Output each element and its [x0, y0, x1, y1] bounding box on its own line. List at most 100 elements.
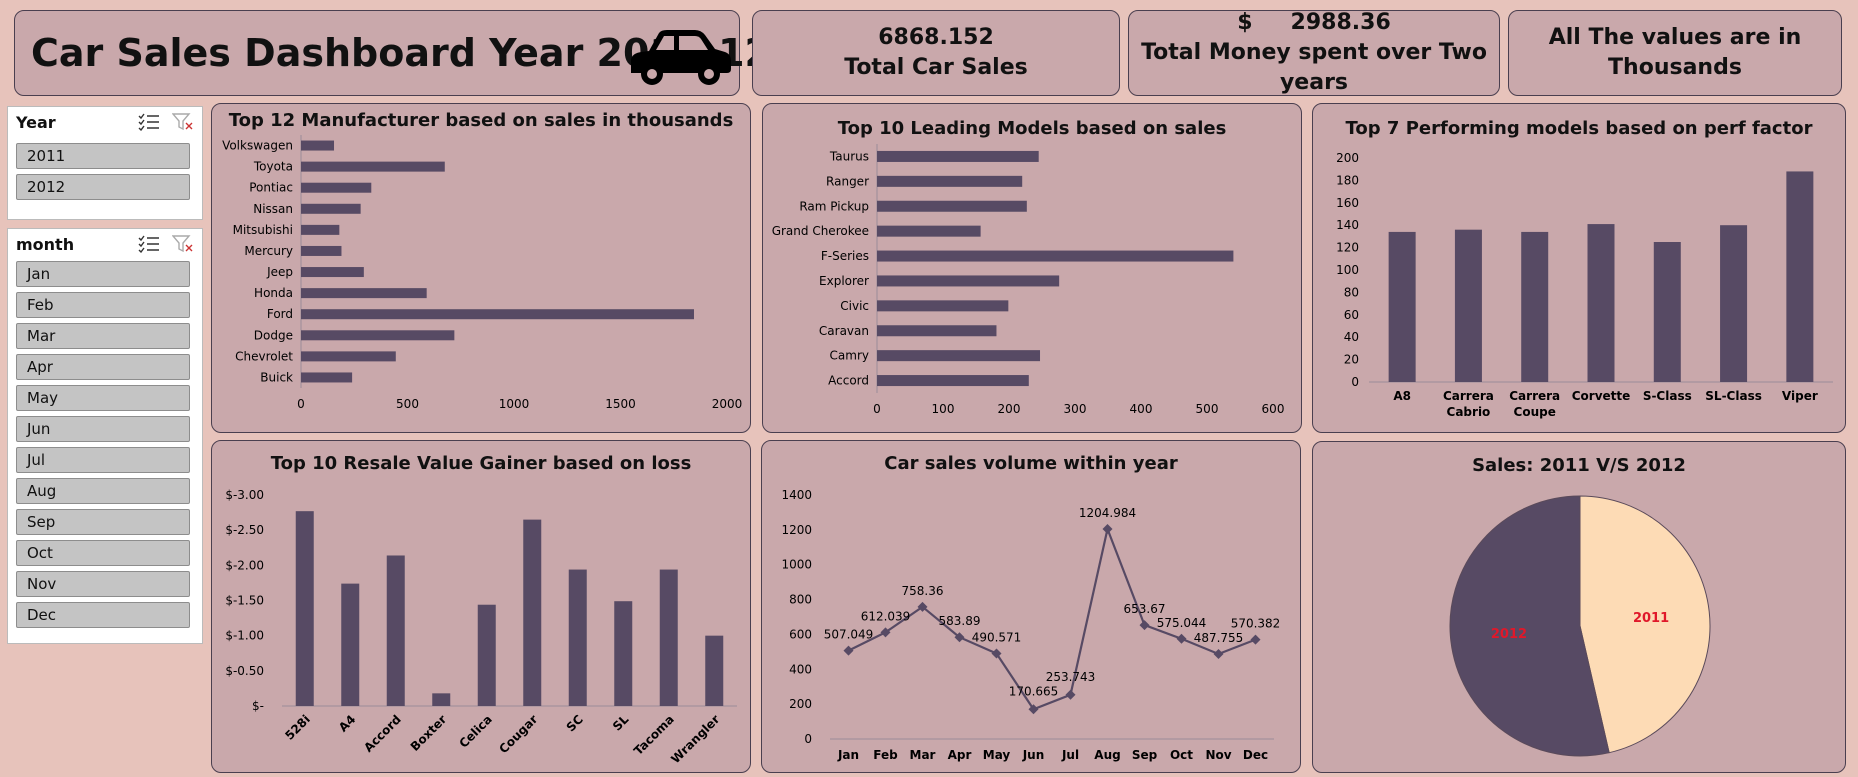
models-bar: [877, 300, 1009, 312]
resale-tick-label: $-2.50: [225, 523, 264, 537]
volume-category-label: Mar: [910, 748, 936, 762]
models-chart: Taurus Ranger Ram Pickup Grand Cherokee F-Se…: [772, 144, 1285, 416]
month-item-may[interactable]: May: [16, 385, 190, 411]
resale-category-label: Wrangler: [668, 712, 722, 766]
models-category-label: F-Series: [821, 249, 869, 263]
resale-bar: [659, 569, 678, 706]
models-bar: [877, 175, 1023, 187]
resale-bar: [295, 511, 314, 706]
resale-category-label: 528i: [282, 712, 313, 743]
resale-bar: [568, 569, 587, 706]
volume-data-label: 653.67: [1124, 602, 1166, 616]
year-slicer[interactable]: Year 2011 2012: [7, 106, 203, 220]
volume-category-label: Apr: [948, 748, 972, 762]
models-tick-label: 100: [932, 402, 955, 416]
resale-category-label: Boxter: [408, 712, 450, 754]
month-item-jan[interactable]: Jan: [16, 261, 190, 287]
month-item-feb[interactable]: Feb: [16, 292, 190, 318]
clear-filter-icon[interactable]: [172, 113, 194, 131]
multi-select-icon[interactable]: [138, 235, 160, 253]
resale-category-label: SC: [564, 712, 586, 734]
resale-category-label: A4: [336, 712, 358, 734]
models-category-label: Ranger: [826, 174, 869, 188]
volume-data-label: 487.755: [1194, 631, 1244, 645]
month-item-sep[interactable]: Sep: [16, 509, 190, 535]
month-item-nov[interactable]: Nov: [16, 571, 190, 597]
month-item-dec[interactable]: Dec: [16, 602, 190, 628]
models-tick-label: 0: [873, 402, 881, 416]
performance-bar: [1521, 231, 1549, 382]
month-item-oct[interactable]: Oct: [16, 540, 190, 566]
performance-tick-label: 180: [1336, 173, 1359, 187]
models-bar: [877, 350, 1041, 362]
month-item-mar[interactable]: Mar: [16, 323, 190, 349]
models-tick-label: 600: [1262, 402, 1285, 416]
volume-data-label: 507.049: [824, 628, 874, 642]
volume-tick-label: 600: [789, 627, 812, 641]
volume-data-label: 612.039: [861, 609, 911, 623]
year-split-panel: Sales: 2011 V/S 2012 2011 2012: [1312, 441, 1846, 773]
volume-tick-label: 1200: [781, 523, 812, 537]
year-item-2012[interactable]: 2012: [16, 174, 190, 200]
volume-category-label: Jan: [837, 748, 859, 762]
total-sales-label: Total Car Sales: [844, 55, 1028, 80]
volume-data-label: 575.044: [1157, 616, 1207, 630]
volume-data-label: 253.743: [1046, 670, 1096, 684]
manufacturers-bar: [301, 161, 445, 172]
money-spent-value: 2988.36: [1290, 10, 1391, 35]
units-note-line2: Thousands: [1608, 55, 1742, 80]
month-item-jun[interactable]: Jun: [16, 416, 190, 442]
models-bar: [877, 200, 1027, 212]
models-category-label: Civic: [840, 299, 869, 313]
performance-tick-label: 120: [1336, 241, 1359, 255]
resale-panel: Top 10 Resale Value Gainer based on loss…: [211, 440, 751, 773]
volume-category-label: Oct: [1170, 748, 1193, 762]
clear-filter-icon[interactable]: [172, 235, 194, 253]
performance-tick-label: 60: [1344, 308, 1359, 322]
performance-bar: [1653, 242, 1681, 382]
resale-bar: [341, 583, 360, 706]
manufacturers-category-label: Chevrolet: [235, 349, 293, 363]
models-category-label: Taurus: [829, 149, 869, 163]
volume-point: [843, 645, 854, 656]
volume-tick-label: 200: [789, 697, 812, 711]
car-icon: [631, 30, 731, 85]
manufacturers-category-label: Toyota: [253, 160, 293, 174]
resale-category-label: Celica: [456, 712, 494, 750]
month-item-apr[interactable]: Apr: [16, 354, 190, 380]
month-item-jul[interactable]: Jul: [16, 447, 190, 473]
year-item-2011[interactable]: 2011: [16, 143, 190, 169]
manufacturers-bar: [301, 267, 364, 278]
manufacturers-bar: [301, 309, 694, 320]
models-category-label: Caravan: [819, 324, 869, 338]
manufacturers-category-label: Volkswagen: [222, 139, 293, 153]
performance-chart: 0 20 40 60 80 100 120 140 160 180 200 A8 Carrera Cabr…: [1336, 151, 1833, 419]
models-tick-label: 300: [1064, 402, 1087, 416]
models-category-label: Accord: [828, 374, 869, 388]
performance-bar: [1388, 231, 1416, 382]
manufacturers-category-label: Nissan: [253, 202, 293, 216]
multi-select-icon[interactable]: [138, 113, 160, 131]
manufacturers-category-label: Dodge: [254, 328, 293, 342]
month-item-aug[interactable]: Aug: [16, 478, 190, 504]
money-spent-card: $2988.36 Total Money spent over Two year…: [1128, 10, 1500, 96]
pie-slice: [1579, 495, 1711, 754]
manufacturers-category-label: Mercury: [244, 244, 293, 258]
manufacturers-category-label: Ford: [267, 307, 293, 321]
month-slicer[interactable]: month Jan Feb Mar Apr May Jun Jul Aug Se…: [7, 228, 203, 644]
volume-chart: 0 200 400 600 800 1000 1200 1400 507.049 Jan 612.0…: [781, 488, 1280, 762]
manufacturers-bar: [301, 372, 353, 383]
resale-bar: [477, 604, 496, 706]
volume-point: [880, 627, 891, 638]
resale-bar: [614, 601, 633, 706]
performance-tick-label: 100: [1336, 263, 1359, 277]
performance-category-label: A8: [1393, 389, 1411, 403]
models-bar: [877, 225, 981, 237]
manufacturers-bar: [301, 245, 342, 256]
volume-tick-label: 1000: [781, 558, 812, 572]
performance-bar: [1786, 171, 1814, 382]
resale-category-label: SL: [610, 712, 632, 734]
volume-point: [1139, 620, 1150, 631]
resale-tick-label: $-3.00: [225, 488, 264, 502]
year-split-chart: 2011 2012: [1449, 495, 1711, 757]
